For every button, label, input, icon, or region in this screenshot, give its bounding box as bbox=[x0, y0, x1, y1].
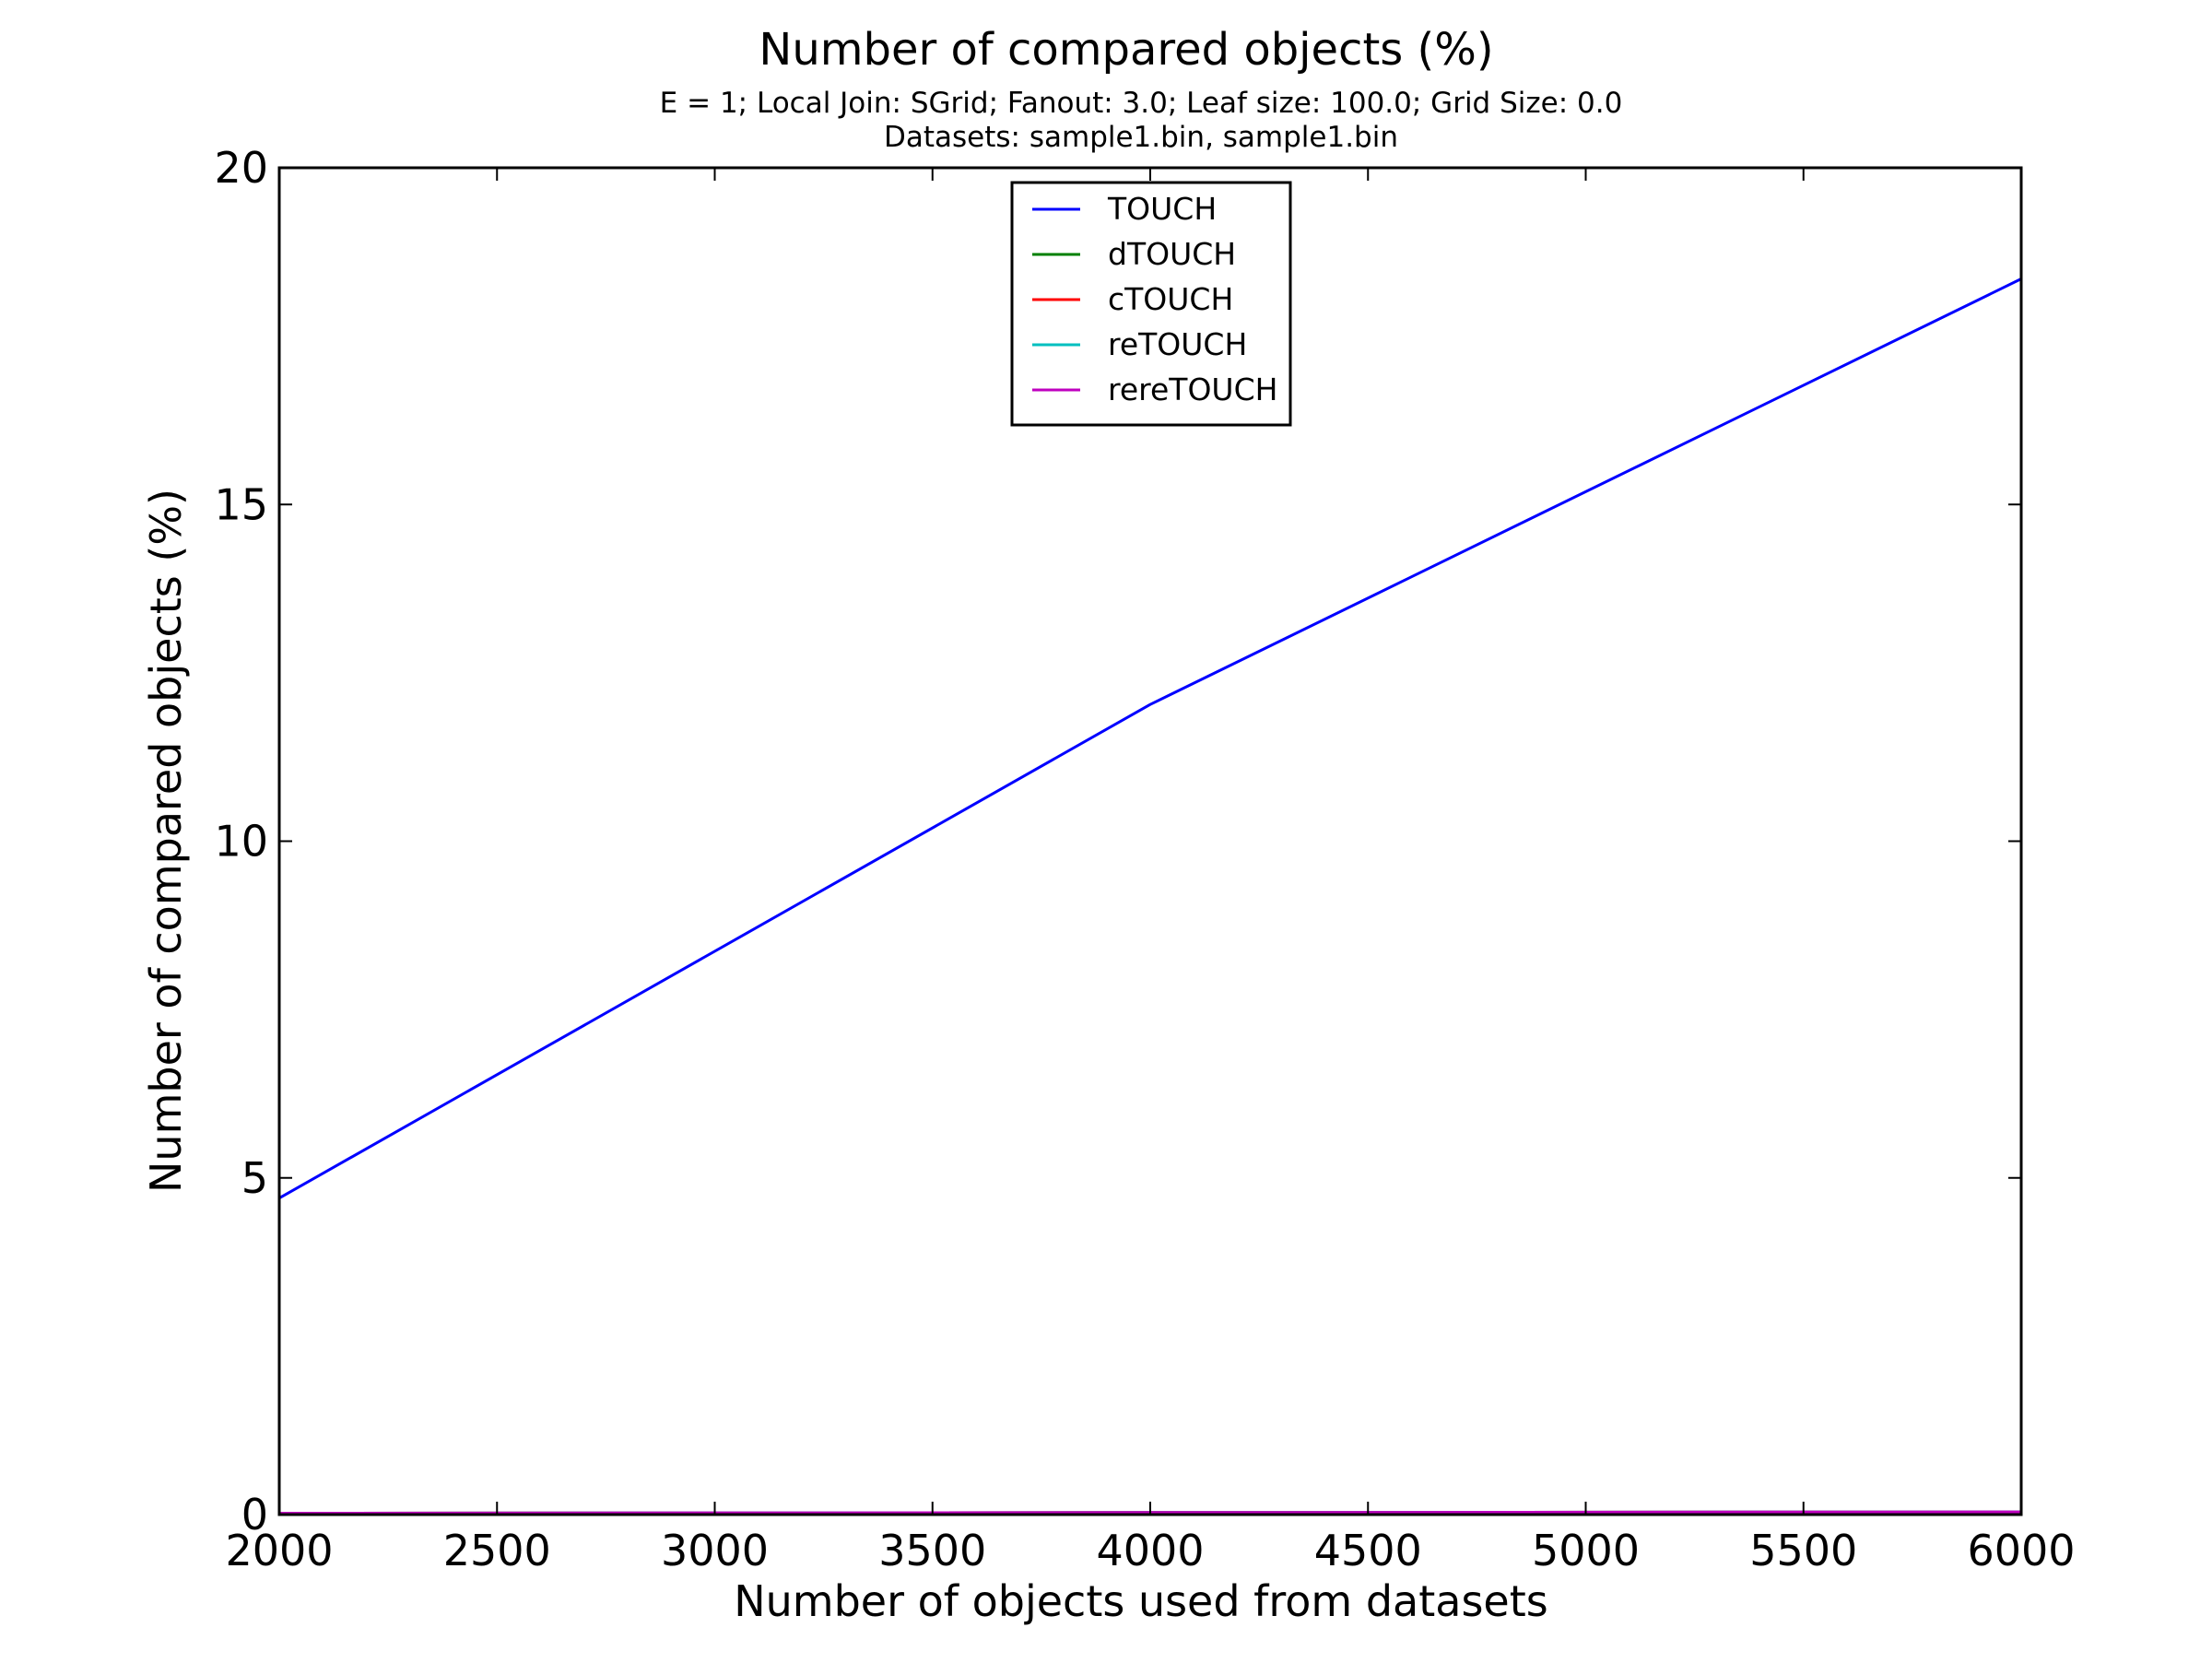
legend-label-touch: TOUCH bbox=[1107, 191, 1217, 227]
x-tick-label: 6000 bbox=[1967, 1526, 2075, 1575]
legend-box bbox=[1010, 181, 1292, 427]
series-line-touch bbox=[278, 277, 2022, 1199]
y-tick-label: 20 bbox=[214, 143, 268, 193]
x-tick-label: 3500 bbox=[878, 1526, 986, 1575]
y-axis-label: Number of compared objects (%) bbox=[141, 489, 191, 1193]
plot-area: 2000 2500 3000 3500 4000 4500 5000 5500 6000 0 5 10… bbox=[214, 143, 2075, 1575]
legend-label-ctouch: cTOUCH bbox=[1108, 281, 1233, 317]
legend-label-retouch: reTOUCH bbox=[1108, 326, 1247, 362]
x-tick-label: 2000 bbox=[225, 1526, 333, 1575]
y-tick-label: 10 bbox=[214, 817, 268, 867]
x-tick-label: 2500 bbox=[443, 1526, 551, 1575]
x-tick-label: 5500 bbox=[1749, 1526, 1857, 1575]
x-tick-label: 3000 bbox=[661, 1526, 769, 1575]
legend-label-dtouch: dTOUCH bbox=[1108, 236, 1236, 272]
chart-subtitle-line-2: Datasets: sample1.bin, sample1.bin bbox=[884, 121, 1398, 154]
y-tick-label: 0 bbox=[241, 1490, 268, 1539]
x-tick-label: 4500 bbox=[1314, 1526, 1422, 1575]
legend: TOUCH dTOUCH cTOUCH reTOUCH rereTOUCH bbox=[1010, 181, 1292, 427]
chart-title: Number of compared objects (%) bbox=[759, 24, 1493, 76]
chart-subtitle-line-1: E = 1; Local Join: SGrid; Fanout: 3.0; L… bbox=[660, 87, 1623, 120]
legend-label-reretouch: rereTOUCH bbox=[1108, 372, 1277, 407]
x-tick-label: 4000 bbox=[1096, 1526, 1204, 1575]
x-axis-label: Number of objects used from datasets bbox=[734, 1576, 1548, 1626]
x-tick-label: 5000 bbox=[1532, 1526, 1640, 1575]
y-tick-label: 5 bbox=[241, 1153, 268, 1203]
y-tick-label: 15 bbox=[214, 479, 268, 529]
